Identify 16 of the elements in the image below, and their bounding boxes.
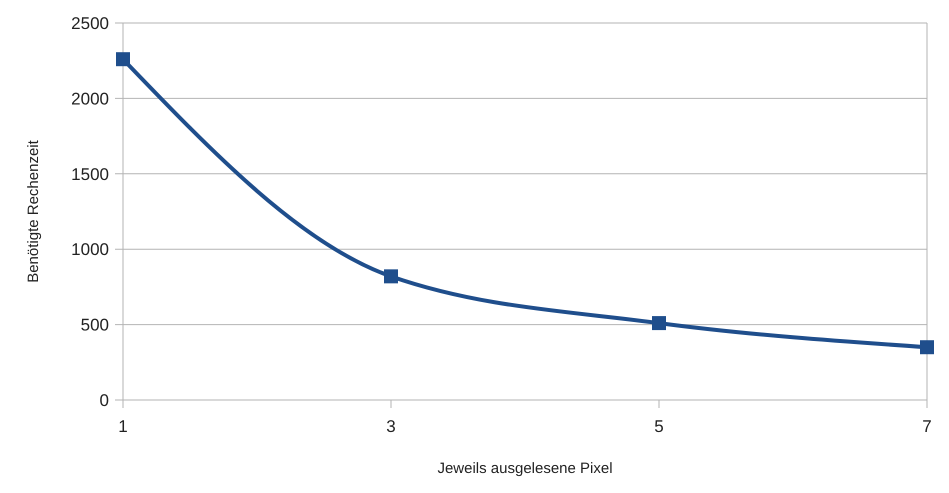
x-tick-label: 5 [654,417,664,436]
y-axis-title: Benötigte Rechenzeit [25,139,42,283]
x-tick-label: 1 [118,417,128,436]
point [920,340,934,354]
y-tick-label: 2500 [71,14,109,33]
y-tick-label: 1500 [71,164,109,184]
y-tick-label: 0 [100,390,109,410]
x-axis-title: Jeweils ausgelesene Pixel [437,460,613,477]
point [652,316,666,330]
x-tick-label: 3 [386,417,396,436]
point [116,52,130,66]
point [384,269,398,284]
y-tick-label: 500 [80,316,109,335]
x-tick-label: 7 [922,417,932,436]
y-tick-label: 2000 [71,89,109,108]
y-tick-label: 1000 [71,240,109,260]
